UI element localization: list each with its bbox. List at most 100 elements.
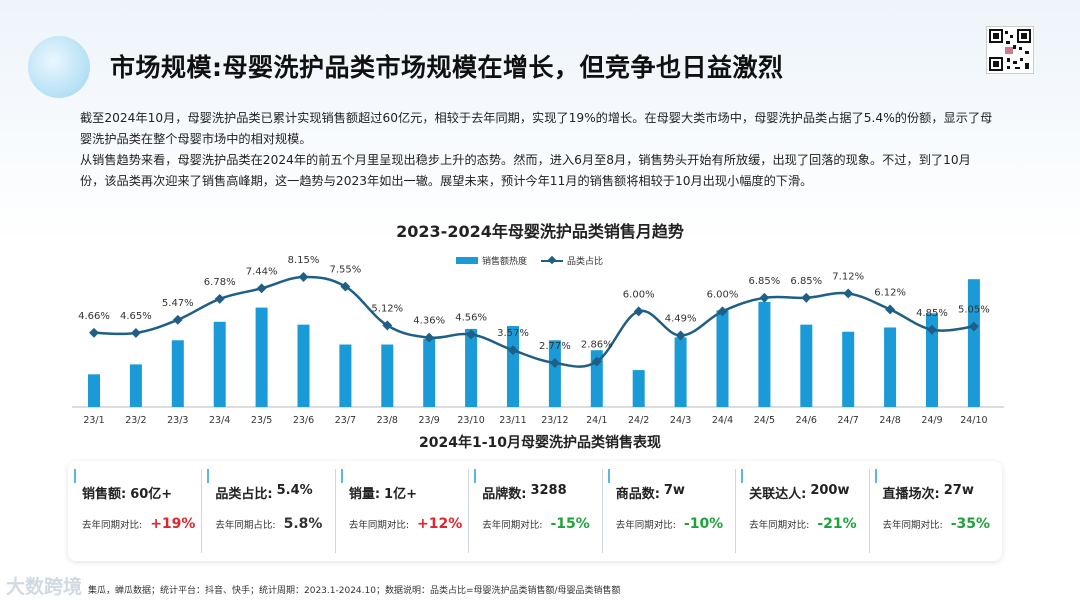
chart-line-point bbox=[843, 288, 854, 299]
chart-data-label: 2.77% bbox=[539, 341, 571, 352]
chart-data-label: 5.47% bbox=[162, 298, 194, 309]
stat-compare-label: 去年同期对比: bbox=[749, 520, 810, 531]
chart-line-point bbox=[633, 306, 644, 317]
x-tick-label: 24/2 bbox=[628, 415, 649, 426]
x-tick-label: 24/6 bbox=[796, 415, 817, 426]
chart-bar bbox=[465, 328, 478, 407]
chart-line-point bbox=[340, 281, 351, 292]
chart-bar bbox=[297, 324, 310, 407]
chart-line-point bbox=[549, 358, 560, 368]
chart-line-point bbox=[801, 292, 812, 303]
chart-data-label: 5.12% bbox=[371, 303, 403, 314]
chart-bar bbox=[339, 344, 352, 407]
intro-paragraph: 截至2024年10月，母婴洗护品类已累计实现销售额超过60亿元，相较于去年同期，… bbox=[80, 111, 993, 146]
stat-card: 关联达人: 200w 去年同期对比: -21% bbox=[735, 461, 868, 561]
stat-compare-value: -35% bbox=[950, 516, 991, 532]
qr-code-icon bbox=[986, 26, 1034, 74]
chart-bar bbox=[171, 340, 184, 407]
x-tick-label: 23/1 bbox=[83, 415, 104, 426]
chart-title: 2023-2024年母婴洗护品类销售月趋势 bbox=[396, 222, 684, 241]
x-tick-label: 23/5 bbox=[251, 415, 272, 426]
chart-line-point bbox=[968, 321, 979, 332]
chart-data-label: 6.85% bbox=[790, 276, 822, 287]
chart-bar bbox=[548, 340, 561, 407]
chart-line-point bbox=[130, 327, 141, 338]
chart-line-series bbox=[93, 275, 975, 368]
chart-data-label: 4.65% bbox=[120, 311, 152, 322]
chart-bar bbox=[507, 326, 519, 407]
x-tick-label: 23/11 bbox=[499, 415, 526, 426]
chart-line-point bbox=[591, 356, 602, 367]
legend-label: 销售额热度 bbox=[482, 257, 528, 267]
chart-data-label: 7.44% bbox=[246, 266, 278, 277]
intro-text: 截至2024年10月，母婴洗护品类已累计实现销售额超过60亿元，相较于去年同期，… bbox=[80, 108, 995, 192]
stat-label: 品类占比: bbox=[215, 487, 273, 502]
stat-compare-value: -21% bbox=[817, 516, 857, 532]
stat-card: 销量: 1亿+ 去年同期对比: +12% bbox=[334, 461, 468, 561]
stats-cards: 销售额: 60亿+ 去年同期对比: +19% 品类占比: 5.4% 去年同期占比: 5.… bbox=[68, 461, 1002, 561]
stats-title: 2024年1-10月母婴洗护品类销售表现 bbox=[419, 435, 661, 451]
stat-compare-label: 去年同期对比: bbox=[348, 520, 410, 531]
stat-compare-value: -15% bbox=[550, 516, 590, 532]
chart-line-point bbox=[382, 320, 393, 331]
chart-bar bbox=[632, 370, 645, 407]
chart-data-label: 4.85% bbox=[916, 308, 948, 319]
chart-line-point bbox=[466, 329, 477, 340]
chart-bar bbox=[88, 374, 100, 407]
chart-bar bbox=[255, 307, 268, 407]
x-tick-label: 24/3 bbox=[670, 415, 691, 426]
stat-value: 27w bbox=[943, 483, 974, 498]
legend-item-line: 品类占比 bbox=[541, 254, 603, 267]
stat-compare-value: +19% bbox=[150, 516, 196, 532]
x-tick-label: 23/6 bbox=[293, 415, 314, 426]
chart-data-label: 6.00% bbox=[623, 289, 655, 300]
stat-value: 5.4% bbox=[276, 483, 313, 498]
chart-data-label: 2.86% bbox=[581, 340, 613, 351]
x-tick-label: 23/2 bbox=[125, 415, 146, 426]
stat-compare-value: 5.8% bbox=[283, 516, 323, 532]
x-tick-label: 24/4 bbox=[712, 415, 733, 426]
stat-value: 3288 bbox=[530, 483, 567, 498]
stat-label: 销售额: bbox=[82, 487, 127, 502]
chart-data-label: 7.12% bbox=[832, 271, 864, 282]
chart-legend: 销售额热度 品类占比 bbox=[456, 254, 603, 267]
chart-data-label: 8.15% bbox=[288, 255, 320, 266]
stat-compare-value: -10% bbox=[683, 516, 724, 532]
chart-line-point bbox=[424, 332, 435, 343]
chart-data-label: 4.49% bbox=[665, 314, 697, 325]
x-tick-label: 23/3 bbox=[167, 415, 188, 426]
stat-compare-value: +12% bbox=[417, 516, 463, 532]
stat-card: 品牌数: 3288 去年同期对比: -15% bbox=[468, 461, 601, 561]
x-tick-label: 23/10 bbox=[457, 415, 484, 426]
chart-line-point bbox=[759, 292, 770, 303]
chart-line-point bbox=[885, 304, 896, 315]
stat-value: 60亿+ bbox=[130, 487, 173, 502]
x-tick-label: 23/4 bbox=[209, 415, 230, 426]
legend-label: 品类占比 bbox=[567, 257, 604, 267]
chart-bar bbox=[967, 279, 980, 407]
chart-line-point bbox=[298, 272, 309, 282]
chart-bar bbox=[758, 301, 771, 407]
trend-chart: 4.66% 4.65% 5.47% 6.78% 7.44% 8.15% 7.55% 5.12%… bbox=[72, 255, 1004, 426]
stat-label: 关联达人: bbox=[749, 487, 807, 502]
chart-bar bbox=[213, 321, 226, 407]
stat-compare-label: 去年同期对比: bbox=[882, 520, 943, 531]
chart-bar bbox=[716, 310, 729, 407]
chart-bar bbox=[800, 324, 813, 407]
chart-bar bbox=[926, 313, 938, 407]
x-tick-label: 24/10 bbox=[960, 415, 987, 426]
stat-label: 销量: bbox=[348, 487, 381, 502]
x-tick-label: 23/8 bbox=[377, 415, 398, 426]
chart-line-point bbox=[89, 327, 99, 338]
page-title: 市场规模:母婴洗护品类市场规模在增长，但竞争也日益激烈 bbox=[110, 53, 784, 82]
chart-bar bbox=[842, 331, 855, 407]
chart-data-label: 4.56% bbox=[455, 312, 487, 323]
chart-line-point bbox=[675, 330, 686, 341]
chart-data-label: 6.12% bbox=[874, 287, 906, 298]
x-tick-label: 24/7 bbox=[838, 415, 859, 426]
legend-swatch-bar bbox=[456, 257, 478, 264]
legend-swatch-line bbox=[541, 259, 564, 262]
chart-bar bbox=[129, 364, 142, 407]
x-tick-label: 24/5 bbox=[754, 415, 775, 426]
stat-value: 200w bbox=[810, 483, 850, 498]
